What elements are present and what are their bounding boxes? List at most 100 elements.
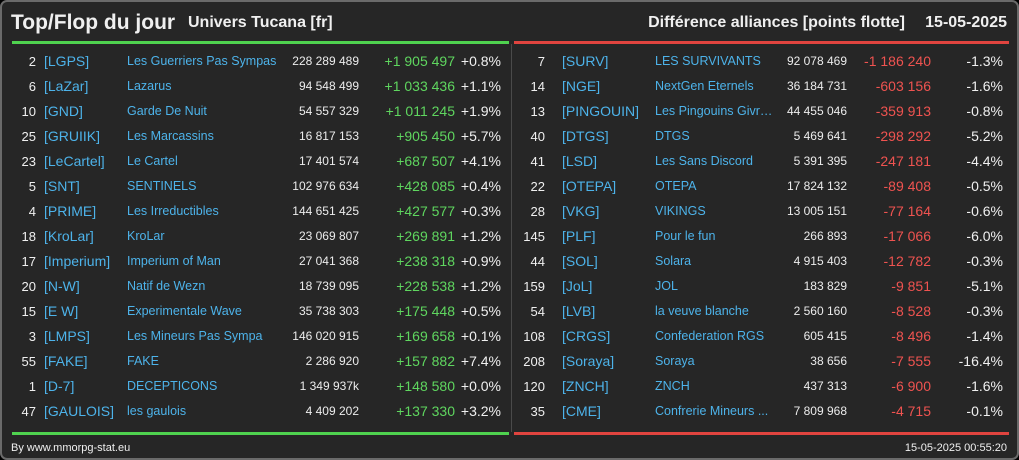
alliance-tag-link[interactable]: [SOL] [562,253,598,269]
top-row: 17 [Imperium] Imperium of Man 27 041 368 +23… [12,249,509,274]
alliance-tag-link[interactable]: [DTGS] [562,128,609,144]
alliance-tag-link[interactable]: [LMPS] [44,328,90,344]
alliance-tag-link[interactable]: [ZNCH] [562,378,609,394]
alliance-rank: 55 [21,354,36,369]
percent-change: +7.4% [460,353,501,369]
alliance-tag-link[interactable]: [LaZar] [44,78,89,94]
percent-change: -0.1% [966,403,1003,419]
points-difference: +687 507 [396,153,455,169]
alliance-tag-link[interactable]: [GRUIIK] [44,128,101,144]
top-gainers-list: 2 [LGPS] Les Guerriers Pas Sympas 228 289 4… [12,49,509,424]
alliance-tag-link[interactable]: [NGE] [562,78,601,94]
alliance-name-link[interactable]: Lazarus [127,79,172,93]
alliance-name-link[interactable]: DTGS [655,129,690,143]
percent-change: -16.4% [958,353,1003,369]
alliance-name-link[interactable]: Confrerie Mineurs ... [655,404,769,418]
alliance-rank: 108 [523,329,545,344]
alliance-tag-link[interactable]: [N-W] [44,278,80,294]
alliance-tag-link[interactable]: [Imperium] [44,253,111,269]
alliance-points: 27 041 368 [298,254,359,268]
points-difference: -8 528 [891,303,931,319]
top-divider-bar [12,41,509,44]
alliance-tag-link[interactable]: [PINGOUIN] [562,103,640,119]
alliance-name-link[interactable]: NextGen Eternels [655,79,754,93]
flop-row: 13 [PINGOUIN] Les Pingouins Givre... 44 455… [514,99,1009,124]
alliance-tag-link[interactable]: [SURV] [562,53,609,69]
alliance-rank: 120 [523,379,545,394]
alliance-tag-link[interactable]: [PLF] [562,228,596,244]
alliance-tag-link[interactable]: [VKG] [562,203,600,219]
alliance-points: 18 739 095 [298,279,359,293]
points-difference: -8 496 [891,328,931,344]
alliance-name-link[interactable]: Soraya [655,354,695,368]
alliance-tag-link[interactable]: [CRGS] [562,328,611,344]
flop-row: 159 [JoL] JOL 183 829 -9 851 -5.1% [514,274,1009,299]
alliance-tag-link[interactable]: [LVB] [562,303,596,319]
alliance-rank: 54 [530,304,545,319]
alliance-name-link[interactable]: VIKINGS [655,204,706,218]
points-difference: -1 186 240 [864,53,931,69]
alliance-points: 23 069 807 [298,229,359,243]
alliance-rank: 145 [523,229,545,244]
alliance-name-link[interactable]: la veuve blanche [655,304,749,318]
alliance-name-link[interactable]: Les Sans Discord [655,154,753,168]
alliance-name-link[interactable]: Les Mineurs Pas Sympa [127,329,263,343]
alliance-name-link[interactable]: Les Irreductibles [127,204,219,218]
alliance-name-link[interactable]: Le Cartel [127,154,178,168]
alliance-name-link[interactable]: OTEPA [655,179,697,193]
alliance-name-link[interactable]: DECEPTICONS [127,379,218,393]
alliance-points: 94 548 499 [298,79,359,93]
alliance-name-link[interactable]: SENTINELS [127,179,197,193]
alliance-name-link[interactable]: FAKE [127,354,159,368]
percent-change: -6.0% [966,228,1003,244]
alliance-rank: 41 [530,154,545,169]
points-difference: +228 538 [396,278,455,294]
alliance-tag-link[interactable]: [SNT] [44,178,80,194]
alliance-name-link[interactable]: KroLar [127,229,165,243]
top-losers-list: 7 [SURV] LES SURVIVANTS 92 078 469 -1 186 24… [514,49,1009,424]
alliance-tag-link[interactable]: [OTEPA] [562,178,617,194]
alliance-name-link[interactable]: LES SURVIVANTS [655,54,761,68]
points-difference: -17 066 [883,228,931,244]
alliance-rank: 6 [28,79,36,94]
alliance-name-link[interactable]: Les Guerriers Pas Sympas [127,54,277,68]
alliance-tag-link[interactable]: [D-7] [44,378,75,394]
alliance-name-link[interactable]: Garde De Nuit [127,104,207,118]
percent-change: -0.3% [966,303,1003,319]
alliance-tag-link[interactable]: [KroLar] [44,228,94,244]
alliance-points: 4 915 403 [793,254,847,268]
alliance-points: 605 415 [803,329,847,343]
percent-change: -1.4% [966,328,1003,344]
percent-change: -0.3% [966,253,1003,269]
alliance-name-link[interactable]: Pour le fun [655,229,716,243]
alliance-tag-link[interactable]: [FAKE] [44,353,88,369]
alliance-rank: 159 [523,279,545,294]
alliance-tag-link[interactable]: [GAULOIS] [44,403,115,419]
alliance-name-link[interactable]: JOL [655,279,678,293]
alliance-name-link[interactable]: les gaulois [127,404,187,418]
percent-change: -1.6% [966,378,1003,394]
points-difference: -359 913 [875,103,931,119]
alliance-name-link[interactable]: Les Marcassins [127,129,214,143]
top-row: 2 [LGPS] Les Guerriers Pas Sympas 228 289 4… [12,49,509,74]
alliance-name-link[interactable]: Confederation RGS [655,329,765,343]
alliance-name-link[interactable]: Natif de Wezn [127,279,206,293]
alliance-tag-link[interactable]: [GND] [44,103,83,119]
points-difference: -298 292 [875,128,931,144]
alliance-tag-link[interactable]: [PRIME] [44,203,97,219]
alliance-tag-link[interactable]: [E W] [44,303,79,319]
points-difference: -77 164 [883,203,931,219]
alliance-points: 4 409 202 [305,404,359,418]
alliance-tag-link[interactable]: [LGPS] [44,53,90,69]
alliance-name-link[interactable]: Imperium of Man [127,254,221,268]
alliance-tag-link[interactable]: [JoL] [562,278,593,294]
alliance-tag-link[interactable]: [LSD] [562,153,598,169]
alliance-name-link[interactable]: ZNCH [655,379,690,393]
alliance-tag-link[interactable]: [CME] [562,403,601,419]
alliance-name-link[interactable]: Les Pingouins Givre... [655,104,773,118]
points-difference: -4 715 [891,403,931,419]
alliance-name-link[interactable]: Solara [655,254,692,268]
alliance-tag-link[interactable]: [Soraya] [562,353,615,369]
alliance-tag-link[interactable]: [LeCartel] [44,153,105,169]
alliance-name-link[interactable]: Experimentale Wave [127,304,242,318]
